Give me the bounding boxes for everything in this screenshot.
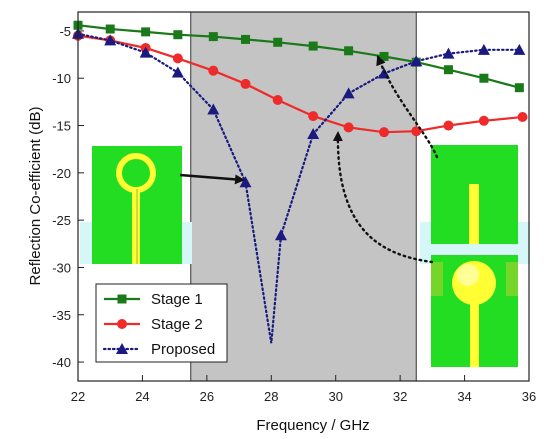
data-point-series-3 — [307, 128, 320, 140]
data-point-series-2 — [343, 122, 354, 133]
inset-stage2-feed — [469, 184, 479, 244]
data-point-series-2 — [172, 53, 183, 64]
data-point-series-1 — [273, 37, 283, 47]
y-tick-label: -25 — [52, 213, 71, 228]
data-point-series-1 — [105, 24, 115, 34]
x-tick-label: 30 — [328, 389, 342, 404]
data-point-series-3 — [171, 66, 184, 78]
data-point-series-1 — [208, 32, 218, 42]
legend-marker-2 — [117, 319, 127, 329]
data-point-series-2 — [478, 115, 489, 126]
legend-marker-3 — [116, 343, 128, 354]
data-point-series-2 — [443, 120, 454, 131]
data-point-series-1 — [443, 65, 453, 75]
data-point-series-1 — [344, 46, 354, 56]
inset-proposed-feed — [470, 300, 479, 367]
data-point-series-2 — [272, 94, 283, 105]
data-point-series-1 — [241, 34, 251, 44]
operating-band — [190, 11, 417, 382]
inset-proposed-edge-right — [506, 262, 518, 296]
data-point-series-1 — [379, 51, 389, 61]
data-point-series-2 — [308, 111, 319, 122]
data-point-series-2 — [517, 112, 528, 123]
data-point-series-3 — [410, 55, 423, 67]
data-point-series-1 — [514, 83, 524, 93]
data-point-series-3 — [139, 46, 152, 58]
x-tick-label: 36 — [522, 389, 536, 404]
x-tick-label: 24 — [135, 389, 149, 404]
data-point-series-1 — [308, 41, 318, 51]
y-tick-label: -10 — [52, 71, 71, 86]
series-line-1 — [77, 24, 520, 89]
y-tick-label: -30 — [52, 260, 71, 275]
x-tick-label: 32 — [393, 389, 407, 404]
y-tick-label: -20 — [52, 166, 71, 181]
data-point-series-3 — [342, 87, 355, 99]
y-tick-label: -40 — [52, 355, 71, 370]
x-tick-label: 34 — [457, 389, 471, 404]
legend-label-1: Stage 1 — [151, 291, 203, 308]
data-point-series-3 — [104, 34, 117, 46]
data-point-series-2 — [208, 65, 219, 76]
data-point-series-3 — [477, 43, 490, 55]
x-tick-label: 22 — [71, 389, 85, 404]
data-point-series-2 — [240, 78, 251, 89]
arrow-to-stage2-curve — [332, 131, 434, 264]
data-point-series-3 — [239, 176, 252, 188]
data-point-series-3 — [442, 47, 455, 59]
y-axis-title: Reflection Co-efficient (dB) — [27, 107, 44, 286]
legend-marker-1 — [117, 294, 127, 304]
y-tick-label: -15 — [52, 119, 71, 134]
axes-layer: 22 24 26 28 30 32 34 36 -5 -10 -15 -20 -25 -30 -35 -40 — [52, 11, 536, 404]
x-tick-label: 26 — [200, 389, 214, 404]
data-point-series-3 — [274, 229, 287, 241]
antenna-insets — [80, 145, 530, 367]
x-axis-title: Frequency / GHz — [256, 417, 369, 434]
x-tick-label: 28 — [264, 389, 278, 404]
y-tick-label: -5 — [59, 24, 71, 39]
legend-label-2: Stage 2 — [151, 316, 203, 333]
inset-proposed-edge-left — [431, 262, 443, 296]
data-point-series-2 — [379, 127, 390, 138]
data-point-series-1 — [141, 27, 151, 37]
plot-frame — [77, 11, 530, 382]
arrow-to-stage1-curve — [376, 55, 439, 159]
data-point-series-1 — [479, 73, 489, 83]
y-tick-label: -35 — [52, 308, 71, 323]
data-point-series-3 — [513, 43, 526, 55]
series-line-2 — [77, 34, 523, 134]
data-point-series-3 — [207, 103, 220, 115]
data-point-series-1 — [173, 30, 183, 40]
legend-label-3: Proposed — [151, 341, 215, 358]
inset-stage1-feed-edge — [136, 189, 138, 264]
data-point-series-2 — [411, 126, 422, 137]
inset-proposed-highlight — [457, 264, 479, 286]
annotation-arrows — [179, 55, 439, 264]
shaded-band-layer — [190, 11, 417, 382]
legend: Stage 1 Stage 2 Proposed — [95, 283, 228, 363]
arrow-to-proposed-curve — [179, 173, 245, 185]
